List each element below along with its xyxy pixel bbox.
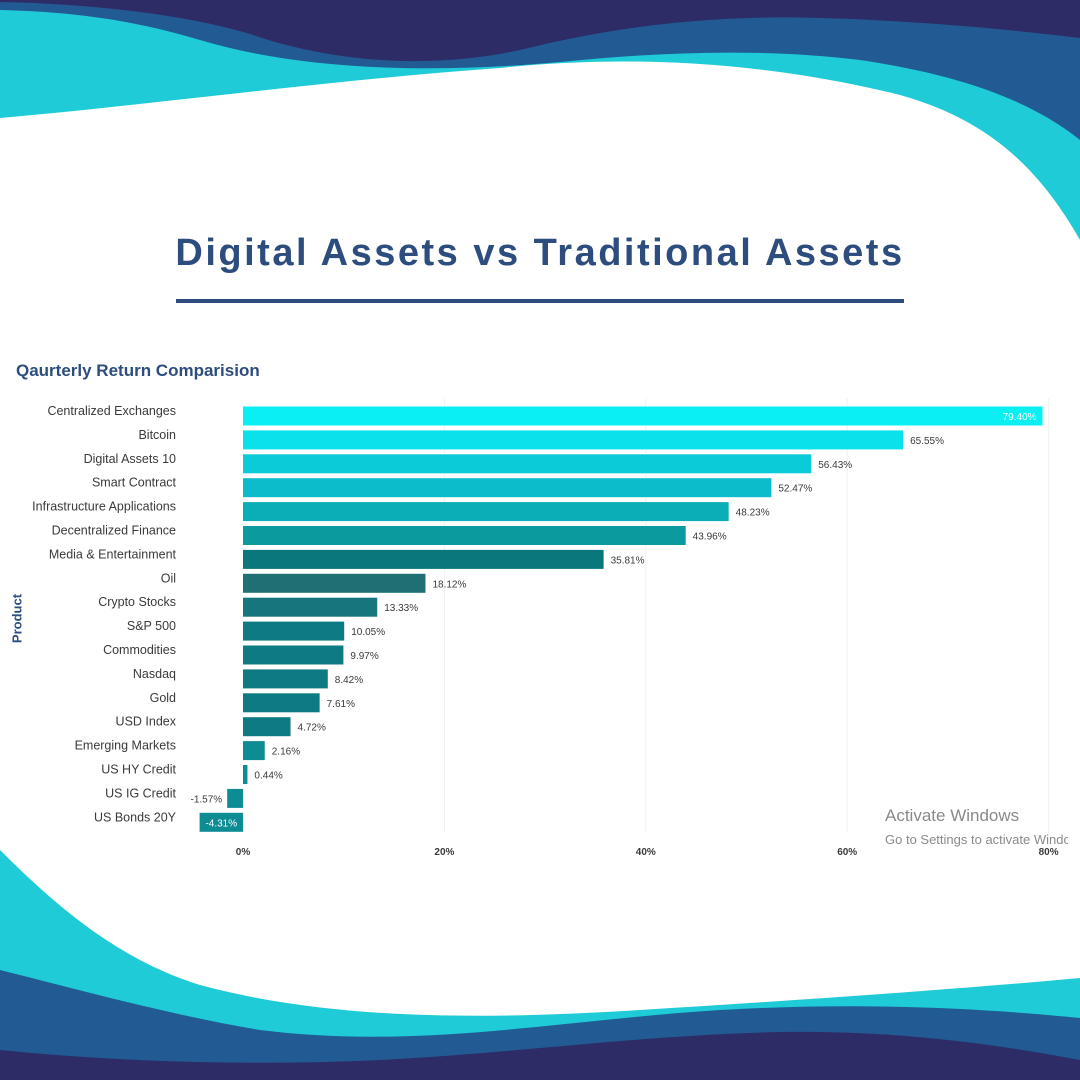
bottom-wave-dark bbox=[0, 1031, 1080, 1080]
data-label: 2.16% bbox=[272, 747, 300, 758]
data-label: 8.42% bbox=[335, 675, 363, 686]
category-label: US HY Credit bbox=[101, 763, 176, 777]
data-label: 10.05% bbox=[351, 627, 385, 638]
category-label: Bitcoin bbox=[138, 428, 176, 442]
title-underline bbox=[176, 299, 904, 303]
windows-watermark-subtitle: Go to Settings to activate Windows. bbox=[885, 832, 1068, 847]
top-wave-decoration bbox=[0, 0, 1080, 240]
bar bbox=[243, 765, 248, 784]
bar bbox=[243, 573, 426, 593]
top-wave-light bbox=[0, 0, 1080, 240]
category-label: US Bonds 20Y bbox=[94, 810, 177, 824]
category-label: Gold bbox=[150, 691, 176, 705]
data-label: 52.47% bbox=[778, 484, 812, 495]
bar bbox=[243, 717, 291, 737]
windows-watermark-title: Activate Windows bbox=[885, 806, 1020, 825]
bottom-wave-decoration bbox=[0, 850, 1080, 1080]
category-label: Crypto Stocks bbox=[98, 595, 176, 609]
bar bbox=[243, 621, 345, 641]
bar bbox=[227, 788, 243, 808]
data-label: 65.55% bbox=[910, 436, 944, 447]
category-label: Digital Assets 10 bbox=[84, 452, 176, 466]
data-label: 35.81% bbox=[611, 555, 645, 566]
category-label: S&P 500 bbox=[127, 619, 176, 633]
data-label: 18.12% bbox=[432, 579, 466, 590]
category-label: Centralized Exchanges bbox=[47, 404, 176, 418]
data-label: 4.72% bbox=[298, 723, 326, 734]
x-tick-label: 80% bbox=[1039, 847, 1059, 858]
bar bbox=[243, 669, 328, 689]
bottom-wave-mid bbox=[0, 970, 1080, 1080]
category-label: Smart Contract bbox=[92, 476, 177, 490]
category-label: Emerging Markets bbox=[75, 739, 176, 753]
category-label: Media & Entertainment bbox=[49, 547, 177, 561]
bar bbox=[243, 454, 812, 474]
data-label: 0.44% bbox=[254, 771, 282, 782]
x-tick-label: 0% bbox=[236, 847, 251, 858]
bar-chart: 0% 20% 40% 60% 80% Centralized Exchanges 79.40… bbox=[32, 398, 1059, 858]
bar bbox=[243, 549, 604, 569]
category-label: Infrastructure Applications bbox=[32, 500, 176, 514]
data-label: 56.43% bbox=[818, 460, 852, 471]
bar bbox=[243, 406, 1043, 426]
page-title: Digital Assets vs Traditional Assets bbox=[175, 232, 905, 274]
data-label: 7.61% bbox=[327, 699, 355, 710]
bar bbox=[199, 812, 243, 832]
bar bbox=[243, 502, 729, 522]
category-label: Nasdaq bbox=[133, 667, 176, 681]
data-label: -4.31% bbox=[205, 818, 237, 829]
top-wave-mid bbox=[0, 0, 1080, 140]
data-label: 79.40% bbox=[1003, 412, 1037, 423]
bar bbox=[243, 430, 904, 450]
bottom-wave-light bbox=[0, 850, 1080, 1080]
category-label: Commodities bbox=[103, 643, 176, 657]
category-label: Decentralized Finance bbox=[52, 524, 176, 538]
data-label: 9.97% bbox=[350, 651, 378, 662]
data-label: 48.23% bbox=[736, 508, 770, 519]
data-label: 13.33% bbox=[384, 603, 418, 614]
category-label: US IG Credit bbox=[105, 786, 176, 800]
category-label: USD Index bbox=[116, 715, 177, 729]
bar bbox=[243, 693, 320, 713]
x-tick-label: 40% bbox=[636, 847, 656, 858]
top-wave-dark bbox=[0, 0, 1080, 62]
x-tick-label: 20% bbox=[434, 847, 454, 858]
bar bbox=[243, 478, 772, 498]
data-label: -1.57% bbox=[191, 794, 223, 805]
chart-title: Qaurterly Return Comparision bbox=[16, 361, 260, 380]
bar bbox=[243, 526, 686, 545]
x-tick-label: 60% bbox=[837, 847, 857, 858]
bar bbox=[243, 645, 344, 665]
bar bbox=[243, 597, 378, 617]
category-label: Oil bbox=[161, 571, 176, 585]
data-label: 43.96% bbox=[693, 532, 727, 543]
bar bbox=[243, 741, 265, 761]
